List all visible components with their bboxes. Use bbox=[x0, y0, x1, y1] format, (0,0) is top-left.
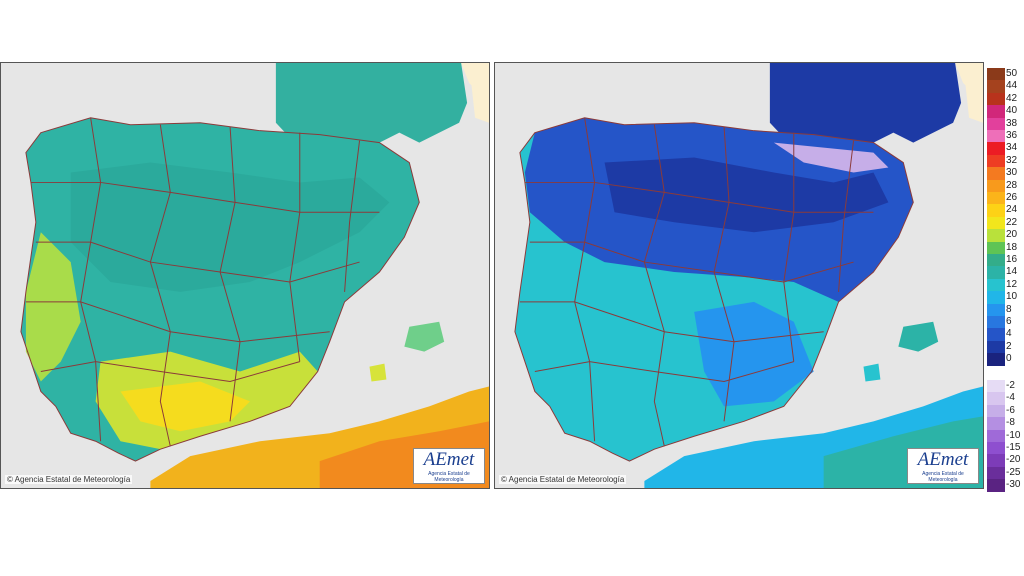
scale-tick-label: -4 bbox=[1006, 392, 1015, 404]
scale-swatch bbox=[987, 229, 1005, 242]
logo-subtitle: Agencia Estatal de Meteorología bbox=[922, 471, 964, 483]
scale-swatch bbox=[987, 316, 1005, 329]
province-borders bbox=[20, 117, 420, 462]
scale-tick-label: 0 bbox=[1006, 353, 1012, 365]
scale-tick-label: 22 bbox=[1006, 216, 1018, 228]
scale-tick-label: 34 bbox=[1006, 142, 1018, 154]
logo-subtitle: Agencia Estatal de Meteorología bbox=[428, 471, 470, 483]
scale-swatch bbox=[987, 303, 1005, 316]
scale-tick-label: -25 bbox=[1006, 466, 1021, 478]
scale-swatch bbox=[987, 130, 1005, 143]
scale-swatch bbox=[987, 328, 1005, 341]
france-land bbox=[769, 63, 983, 103]
scale-tick-label: 42 bbox=[1006, 92, 1018, 104]
logo-wordmark: AEmet bbox=[423, 449, 475, 470]
iberian-peninsula-map bbox=[1, 63, 489, 488]
scale-swatch bbox=[987, 105, 1005, 118]
scale-swatch bbox=[987, 154, 1005, 168]
cool-zone-south bbox=[694, 301, 814, 407]
ibiza-island bbox=[369, 363, 387, 382]
scale-tick-label: 4 bbox=[1006, 328, 1012, 340]
scale-swatch bbox=[987, 117, 1005, 130]
scale-tick-label: 2 bbox=[1006, 340, 1012, 352]
scale-tick-label: 50 bbox=[1006, 68, 1018, 79]
scale-tick-label: 38 bbox=[1006, 117, 1018, 129]
scale-tick-label: 14 bbox=[1006, 266, 1018, 278]
scale-swatch bbox=[987, 404, 1005, 418]
scale-tick-label: 40 bbox=[1006, 105, 1018, 117]
bay-of-biscay bbox=[769, 63, 962, 143]
scale-swatch bbox=[987, 241, 1005, 254]
temperature-map-left: © Agencia Estatal de Meteorología AEmet … bbox=[0, 62, 490, 489]
subzero-pyrenees bbox=[773, 142, 889, 173]
scale-swatch bbox=[987, 466, 1005, 480]
scale-tick-label: -8 bbox=[1006, 417, 1015, 429]
scale-tick-label: -10 bbox=[1006, 429, 1021, 441]
scale-tick-label: -15 bbox=[1006, 442, 1021, 453]
scale-tick-label: 32 bbox=[1006, 154, 1018, 166]
scale-swatch bbox=[987, 442, 1005, 455]
scale-swatch bbox=[987, 429, 1005, 442]
copyright-text: © Agencia Estatal de Meteorología bbox=[5, 475, 133, 484]
scale-tick-label: 12 bbox=[1006, 278, 1018, 290]
balearic-islands bbox=[898, 321, 939, 352]
scale-swatch bbox=[987, 454, 1005, 467]
ibiza-island bbox=[863, 363, 881, 382]
balearic-islands bbox=[404, 321, 445, 352]
copyright-text: © Agencia Estatal de Meteorología bbox=[499, 475, 627, 484]
scale-tick-label: 24 bbox=[1006, 204, 1018, 216]
scale-tick-label: -6 bbox=[1006, 404, 1015, 416]
scale-swatch bbox=[987, 278, 1005, 292]
scale-tick-label: 10 bbox=[1006, 291, 1018, 303]
scale-swatch bbox=[987, 68, 1005, 81]
warm-zone-west bbox=[25, 232, 81, 382]
province-borders bbox=[514, 117, 914, 462]
bay-of-biscay bbox=[275, 63, 468, 143]
scale-swatch bbox=[987, 417, 1005, 430]
scale-tick-label: 26 bbox=[1006, 192, 1018, 203]
scale-swatch bbox=[987, 179, 1005, 192]
scale-swatch bbox=[987, 216, 1005, 230]
scale-tick-label: 8 bbox=[1006, 303, 1012, 315]
scale-tick-label: -2 bbox=[1006, 380, 1015, 391]
france-land-east bbox=[469, 63, 489, 123]
logo-wordmark: AEmet bbox=[917, 449, 969, 470]
scale-swatch bbox=[987, 340, 1005, 354]
scale-swatch bbox=[987, 291, 1005, 304]
coldest-zone-north bbox=[604, 157, 889, 233]
scale-tick-label: -30 bbox=[1006, 479, 1021, 491]
scale-swatch bbox=[987, 204, 1005, 217]
scale-swatch bbox=[987, 353, 1005, 366]
scale-tick-label: 16 bbox=[1006, 254, 1018, 265]
scale-swatch bbox=[987, 192, 1005, 205]
scale-swatch bbox=[987, 392, 1005, 405]
scale-swatch bbox=[987, 142, 1005, 155]
aemet-logo: AEmet Agencia Estatal de Meteorología bbox=[907, 448, 979, 484]
scale-swatch bbox=[987, 254, 1005, 267]
scale-swatch bbox=[987, 92, 1005, 106]
france-land-east bbox=[963, 63, 983, 123]
scale-tick-label: 30 bbox=[1006, 167, 1018, 179]
scale-tick-label: 20 bbox=[1006, 229, 1018, 241]
scale-tick-label: -20 bbox=[1006, 454, 1021, 466]
hot-zone-south bbox=[120, 381, 250, 432]
temperature-map-right: © Agencia Estatal de Meteorología AEmet … bbox=[494, 62, 984, 489]
scale-swatch bbox=[987, 80, 1005, 93]
scale-tick-label: 18 bbox=[1006, 241, 1018, 253]
france-land bbox=[275, 63, 489, 103]
iberian-peninsula-map bbox=[495, 63, 983, 488]
scale-tick-label: 44 bbox=[1006, 80, 1018, 92]
temperature-color-scale: 50 44 42 40 38 36 34 32 30 28 26 24 22 20 18 16 14 12 10 8 6… bbox=[987, 68, 1023, 492]
scale-swatch bbox=[987, 380, 1005, 393]
scale-tick-label: 6 bbox=[1006, 316, 1012, 327]
aemet-logo: AEmet Agencia Estatal de Meteorología bbox=[413, 448, 485, 484]
scale-tick-label: 36 bbox=[1006, 130, 1018, 141]
scale-tick-label: 28 bbox=[1006, 179, 1018, 191]
scale-swatch bbox=[987, 167, 1005, 180]
scale-swatch bbox=[987, 266, 1005, 279]
scale-swatch bbox=[987, 479, 1005, 492]
